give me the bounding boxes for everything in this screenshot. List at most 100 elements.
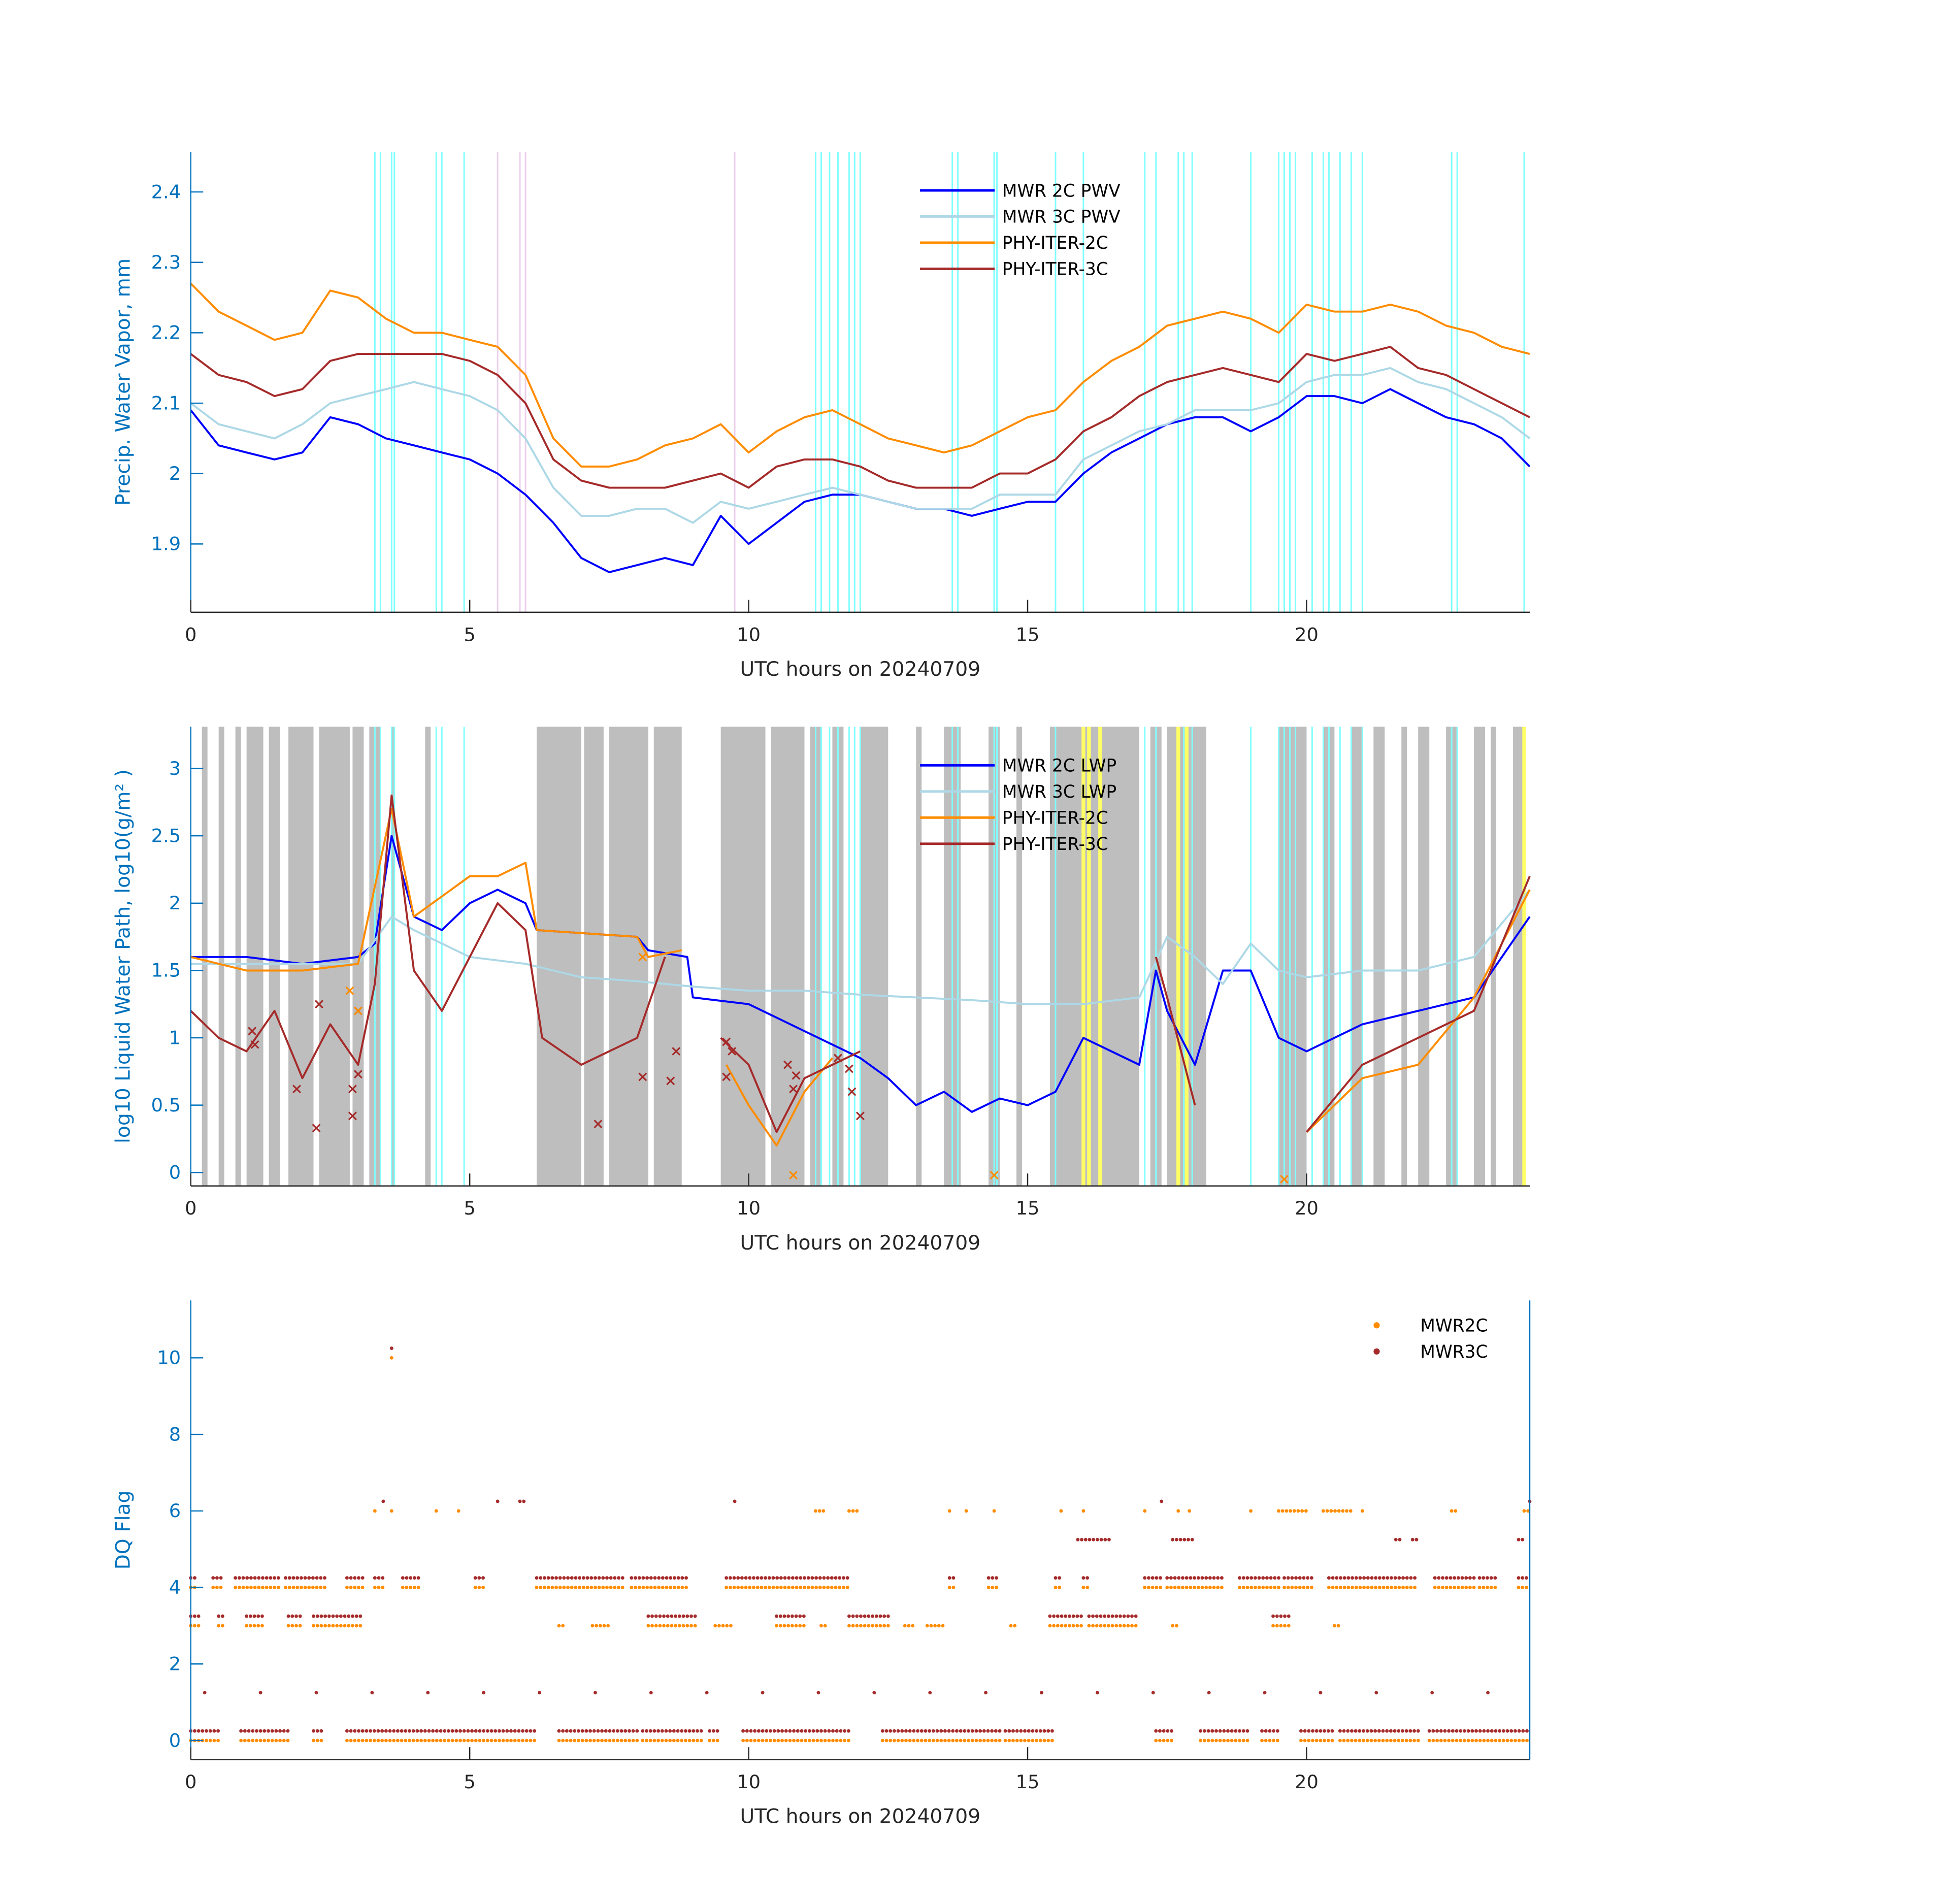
dq-point-mwr2c: [1346, 1738, 1350, 1743]
dq-point-mwr3c: [752, 1576, 755, 1580]
dq-point-mwr3c: [1447, 1729, 1451, 1733]
dq-point-mwr2c: [1184, 1586, 1189, 1589]
dq-point-mwr3c: [1381, 1576, 1386, 1580]
dq-point-mwr2c: [791, 1586, 795, 1589]
dq-point-mwr3c: [665, 1576, 669, 1580]
dq-point-mwr2c: [234, 1586, 238, 1589]
dq-point-mwr3c: [219, 1576, 223, 1580]
dq-point-mwr2c: [262, 1738, 267, 1743]
dq-point-mwr3c: [1092, 1537, 1096, 1541]
dq-point-mwr3c: [798, 1614, 802, 1618]
dq-point-mwr2c: [886, 1624, 890, 1628]
dq-point-mwr3c: [1260, 1729, 1264, 1733]
dq-point-mwr3c: [474, 1729, 478, 1733]
dq-point-mwr3c: [331, 1614, 335, 1618]
dq-point-mwr2c: [589, 1586, 594, 1589]
dq-point-mwr3c: [1294, 1576, 1298, 1580]
dq-point-mwr2c: [323, 1624, 327, 1628]
dq-point-mwr2c: [775, 1624, 778, 1628]
dq-point-mwr3c: [1196, 1576, 1200, 1580]
dq-point-mwr3c: [1046, 1729, 1050, 1733]
gray-band: [391, 727, 394, 1186]
dq-point-mwr2c: [254, 1738, 258, 1743]
dq-point-mwr3c: [1208, 1576, 1212, 1580]
dq-point-mwr2c: [1046, 1738, 1050, 1743]
dq-point-mwr3c: [1158, 1729, 1162, 1733]
dq-point-mwr3c: [1114, 1614, 1118, 1618]
dq-point-mwr3c: [1263, 1691, 1267, 1695]
dq-point-mwr2c: [373, 1586, 377, 1589]
dq-point-mwr3c: [982, 1729, 986, 1733]
dq-point-mwr3c: [509, 1729, 513, 1733]
series-line-phy-iter-3c: [190, 346, 1530, 489]
series-line-phy-iter-2c: [190, 282, 1530, 468]
dq-point-mwr2c: [1283, 1624, 1287, 1628]
dq-point-mwr2c: [728, 1586, 732, 1589]
dq-point-mwr2c: [245, 1586, 249, 1589]
dq-point-mwr2c: [1472, 1586, 1476, 1589]
dq-point-mwr2c: [216, 1738, 220, 1743]
dq-point-mwr2c: [822, 1586, 826, 1589]
dq-point-mwr3c: [1431, 1729, 1435, 1733]
dq-point-mwr3c: [1268, 1729, 1272, 1733]
dq-point-mwr2c: [602, 1624, 606, 1628]
dq-point-mwr3c: [1354, 1576, 1358, 1580]
dq-point-mwr2c: [800, 1738, 804, 1743]
dq-point-mwr3c: [874, 1614, 878, 1618]
y-tick-label: 1.5: [151, 960, 181, 981]
dq-point-mwr2c: [1238, 1738, 1242, 1743]
dq-point-mwr3c: [482, 1691, 486, 1695]
y-tick-label: 2.4: [151, 181, 181, 203]
dq-point-mwr2c: [830, 1586, 834, 1589]
dq-point-mwr2c: [1459, 1738, 1463, 1743]
dq-point-mwr2c: [1103, 1624, 1107, 1628]
dq-point-mwr3c: [1182, 1537, 1187, 1541]
gray-band: [1401, 727, 1407, 1186]
series-line-mwr-3c-pwv: [190, 367, 1531, 524]
dq-point-mwr2c: [1303, 1738, 1307, 1743]
dq-point-mwr3c: [1517, 1576, 1521, 1580]
dq-point-mwr3c: [354, 1614, 358, 1618]
dq-point-mwr3c: [273, 1576, 276, 1580]
dq-point-mwr3c: [245, 1576, 249, 1580]
dq-point-mwr2c: [654, 1624, 658, 1628]
dq-point-mwr2c: [878, 1624, 882, 1628]
dq-point-mwr3c: [978, 1729, 982, 1733]
dq-point-mwr3c: [1477, 1576, 1482, 1580]
dq-point-mwr2c: [765, 1738, 769, 1743]
dq-point-mwr3c: [827, 1729, 831, 1733]
dq-point-mwr3c: [692, 1729, 696, 1733]
dq-point-mwr3c: [365, 1729, 369, 1733]
dq-point-mwr2c: [501, 1738, 505, 1743]
dq-point-mwr3c: [405, 1576, 409, 1580]
dq-point-mwr2c: [1405, 1586, 1409, 1589]
dq-point-mwr3c: [1234, 1729, 1238, 1733]
dq-point-mwr2c: [1275, 1738, 1279, 1743]
dq-point-mwr3c: [1290, 1576, 1294, 1580]
dq-point-mwr3c: [1171, 1537, 1175, 1541]
dq-point-mwr2c: [664, 1738, 668, 1743]
dq-point-mwr2c: [384, 1738, 388, 1743]
dq-point-mwr3c: [1319, 1691, 1323, 1695]
dq-point-mwr3c: [262, 1729, 267, 1733]
dq-point-mwr3c: [1238, 1576, 1242, 1580]
dq-point-mwr2c: [1009, 1624, 1013, 1628]
dq-point-mwr3c: [427, 1729, 431, 1733]
dq-point-mwr2c: [933, 1624, 937, 1628]
dq-point-mwr2c: [1311, 1738, 1314, 1743]
dq-point-mwr3c: [319, 1729, 323, 1733]
dq-point-mwr2c: [776, 1738, 780, 1743]
dq-point-mwr2c: [1373, 1738, 1377, 1743]
dq-point-mwr3c: [284, 1576, 287, 1580]
x-marker-3c: [348, 1111, 357, 1121]
dq-point-mwr3c: [557, 1729, 561, 1733]
dq-point-mwr3c: [529, 1729, 533, 1733]
dq-point-mwr3c: [247, 1729, 251, 1733]
dq-point-mwr2c: [405, 1586, 409, 1589]
dq-point-mwr3c: [1261, 1576, 1265, 1580]
dq-point-mwr3c: [1286, 1576, 1290, 1580]
dq-point-mwr3c: [1079, 1614, 1083, 1618]
dq-point-mwr3c: [269, 1576, 273, 1580]
dq-point-mwr3c: [1035, 1729, 1039, 1733]
dq-point-mwr2c: [656, 1738, 661, 1743]
